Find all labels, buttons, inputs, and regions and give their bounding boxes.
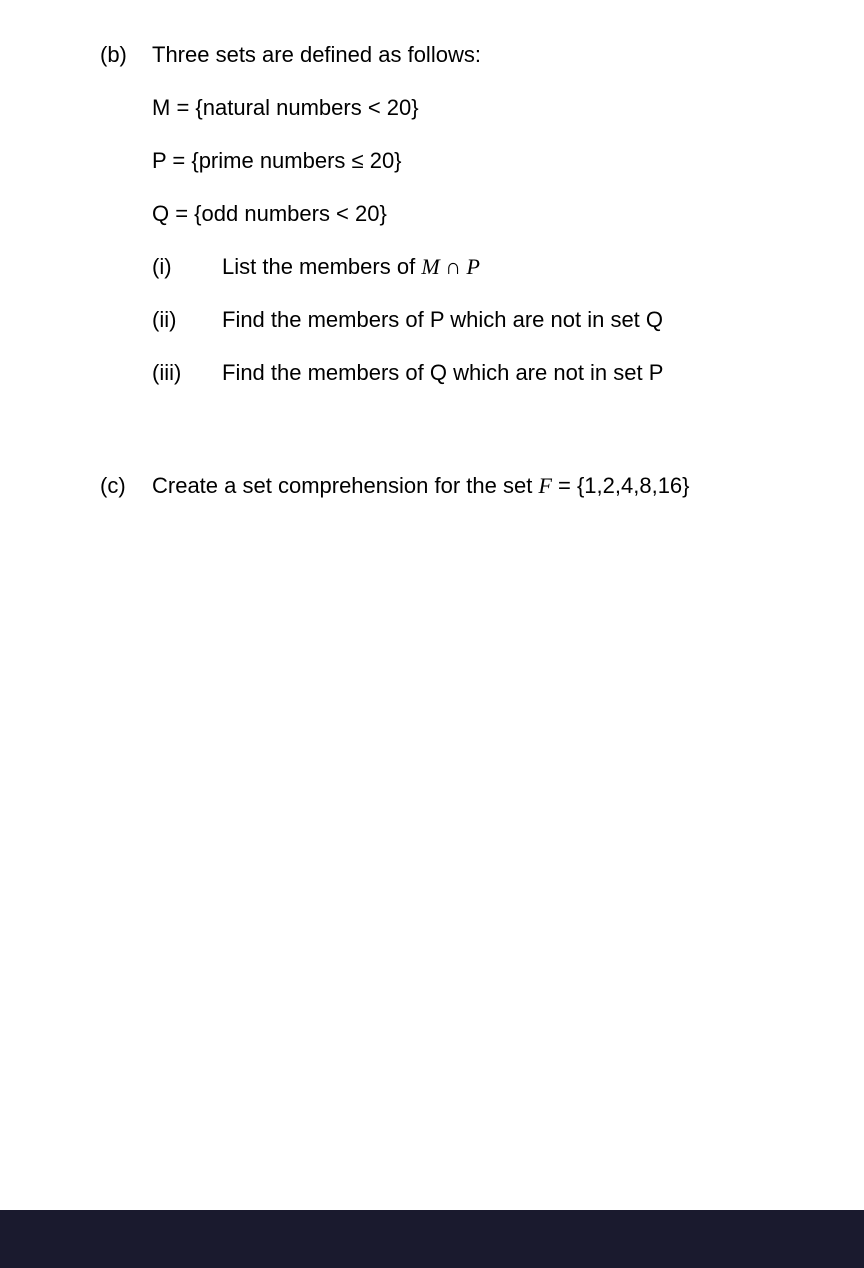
sub-item-iii: (iii) Find the members of Q which are no… (152, 356, 804, 389)
part-c-label: (c) (100, 469, 152, 502)
part-b-body: Three sets are defined as follows: M = {… (152, 38, 804, 409)
part-c-block: (c) Create a set comprehension for the s… (100, 469, 804, 502)
def-q: Q = {odd numbers < 20} (152, 197, 804, 230)
sub-text-ii: Find the members of P which are not in s… (222, 303, 804, 336)
def-p: P = {prime numbers ≤ 20} (152, 144, 804, 177)
part-b-intro: Three sets are defined as follows: (152, 38, 804, 71)
part-b-label: (b) (100, 38, 152, 409)
sub-item-i: (i) List the members of M ∩ P (152, 250, 804, 283)
sub-text-i: List the members of M ∩ P (222, 250, 804, 283)
footer-bar (0, 1210, 864, 1268)
sub-text-iii: Find the members of Q which are not in s… (222, 356, 804, 389)
sub-text-i-pre: List the members of (222, 254, 421, 279)
def-m: M = {natural numbers < 20} (152, 91, 804, 124)
sub-item-ii: (ii) Find the members of P which are not… (152, 303, 804, 336)
part-c-math: F (538, 473, 551, 498)
sub-label-i: (i) (152, 250, 222, 283)
sub-label-ii: (ii) (152, 303, 222, 336)
part-c-body: Create a set comprehension for the set F… (152, 469, 804, 502)
part-c-pre: Create a set comprehension for the set (152, 473, 538, 498)
part-b-block: (b) Three sets are defined as follows: M… (100, 38, 804, 409)
document-content: (b) Three sets are defined as follows: M… (0, 0, 864, 502)
sub-label-iii: (iii) (152, 356, 222, 389)
sub-text-i-math: M ∩ P (421, 254, 480, 279)
part-c-post: = {1,2,4,8,16} (552, 473, 690, 498)
